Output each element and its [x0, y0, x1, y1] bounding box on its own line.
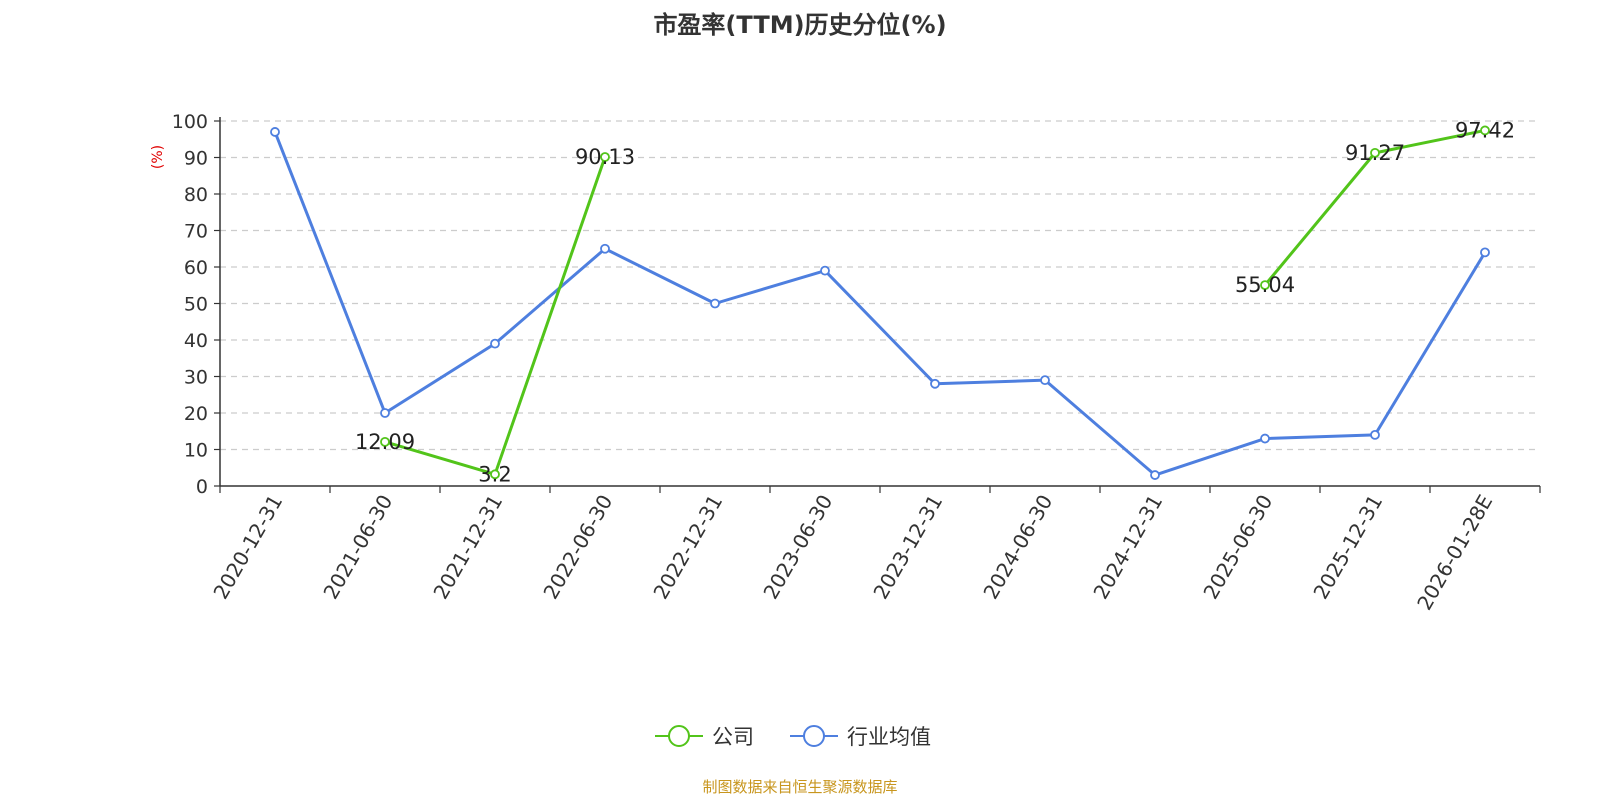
x-tick-label: 2021-06-30 [318, 491, 397, 604]
data-point[interactable] [1040, 375, 1050, 386]
legend-marker [803, 725, 825, 747]
x-tick-label: 2024-06-30 [978, 491, 1057, 604]
data-point[interactable] [930, 378, 940, 389]
y-axis-unit: (%) [150, 145, 166, 169]
series-line [273, 131, 1487, 477]
data-point[interactable] [490, 469, 500, 480]
axes: 0 10 20 30 40 50 60 70 80 90 100 2020-12-31 2021-06-… [172, 111, 1541, 615]
data-point[interactable] [1370, 429, 1380, 440]
data-point[interactable] [710, 298, 720, 309]
legend-item-industry-average[interactable]: 行业均值 [790, 725, 931, 749]
x-tick-label: 2020-12-31 [208, 491, 287, 604]
y-tick-label: 60 [184, 257, 208, 279]
data-labels: 12.09 3.2 90.13 55.04 91.27 97.42 [355, 118, 1515, 486]
chart-title: 市盈率(TTM)历史分位(%) [653, 11, 946, 39]
data-point[interactable] [380, 408, 390, 418]
data-point[interactable] [1480, 247, 1490, 258]
x-tick-label: 2025-12-31 [1308, 491, 1387, 604]
x-tick-label: 2023-06-30 [758, 491, 837, 604]
x-tick-label: 2023-12-31 [868, 491, 947, 604]
data-point[interactable] [270, 127, 280, 137]
y-tick-label: 10 [184, 440, 208, 462]
legend[interactable]: 公司 行业均值 [655, 725, 931, 749]
grid [220, 120, 1540, 451]
data-label: 55.04 [1235, 273, 1295, 297]
source-note: 制图数据来自恒生聚源数据库 [702, 778, 897, 796]
x-tick-label: 2025-06-30 [1198, 491, 1277, 604]
data-label: 3.2 [478, 462, 511, 486]
x-tick-label: 2022-12-31 [648, 491, 727, 604]
series-line [384, 156, 607, 476]
data-point[interactable] [600, 152, 610, 162]
data-point[interactable] [490, 338, 500, 349]
data-point[interactable] [820, 265, 830, 276]
legend-label: 公司 [712, 725, 754, 749]
x-tick-label: 2026-01-28E [1412, 491, 1497, 615]
data-point[interactable] [1480, 125, 1490, 136]
series-industry-average [270, 127, 1490, 480]
series-company [380, 125, 1490, 480]
data-point[interactable] [380, 436, 390, 447]
data-point[interactable] [1260, 280, 1270, 291]
y-tick-label: 30 [184, 367, 208, 389]
y-tick-label: 40 [184, 330, 208, 352]
y-tick-label: 90 [184, 148, 208, 170]
legend-item-company[interactable]: 公司 [655, 725, 754, 749]
y-tick-label: 0 [196, 476, 208, 498]
y-tick-label: 100 [172, 111, 208, 133]
x-tick-label: 2021-12-31 [428, 491, 507, 604]
series-layer [270, 125, 1490, 480]
data-point[interactable] [600, 243, 610, 254]
y-tick-label: 20 [184, 403, 208, 425]
legend-marker [668, 725, 690, 747]
legend-label: 行业均值 [847, 725, 931, 749]
y-tick-label: 70 [184, 221, 208, 243]
data-point[interactable] [1260, 433, 1270, 444]
data-label: 97.42 [1455, 118, 1515, 142]
x-tick-label: 2024-12-31 [1088, 491, 1167, 604]
data-point[interactable] [1150, 470, 1160, 480]
data-point[interactable] [1370, 147, 1380, 158]
data-label: 91.27 [1345, 141, 1405, 165]
y-tick-label: 80 [184, 184, 208, 206]
y-tick-label: 50 [184, 294, 208, 316]
data-label: 90.13 [575, 145, 635, 169]
data-label: 12.09 [355, 430, 415, 454]
x-tick-label: 2022-06-30 [538, 491, 617, 604]
